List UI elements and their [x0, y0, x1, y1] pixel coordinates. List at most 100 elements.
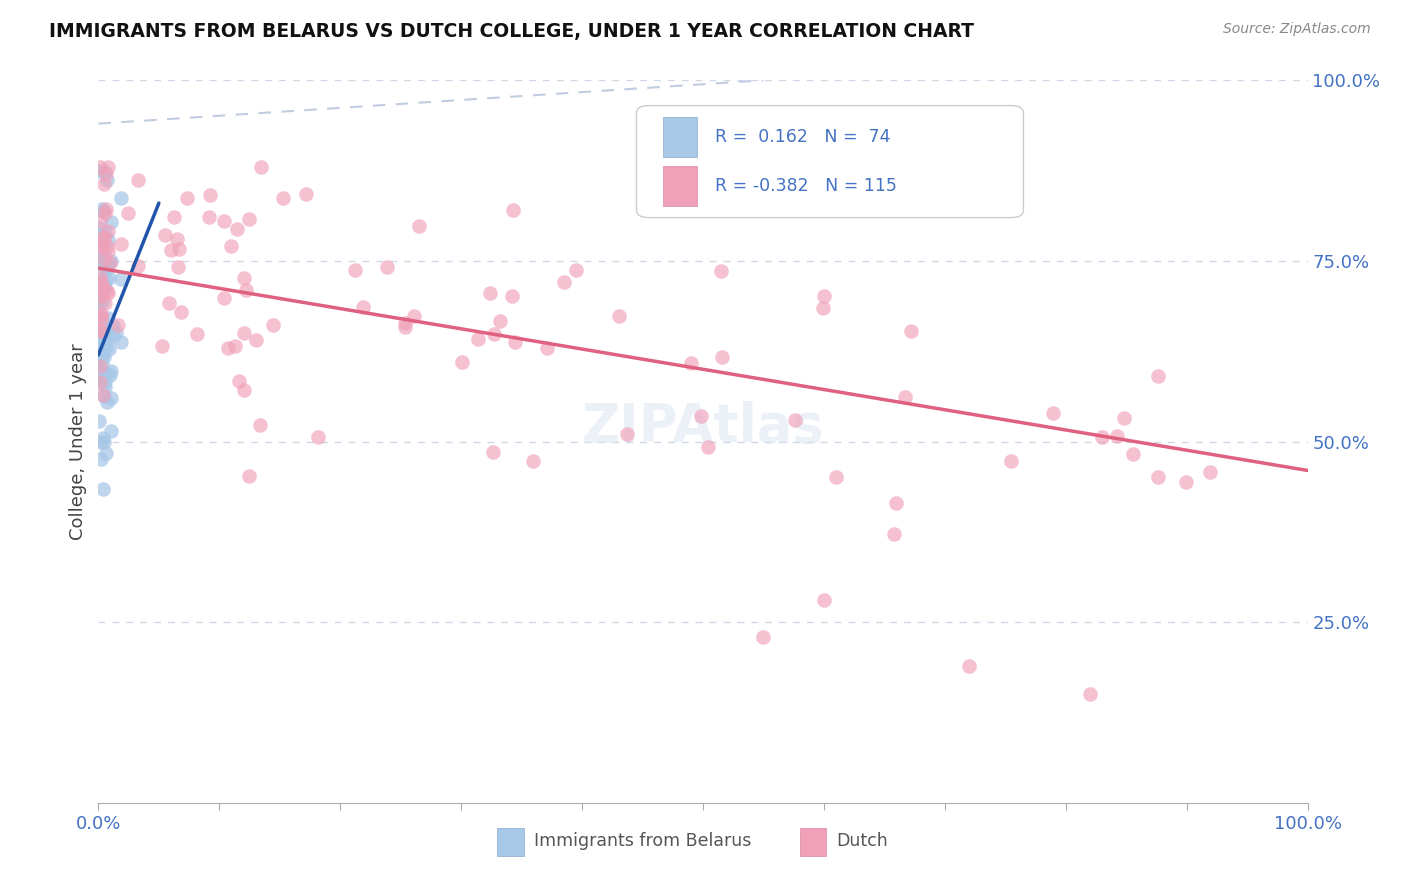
Point	[467, 332, 489, 346]
Point	[93, 280, 115, 294]
Point	[87, 413, 110, 427]
Point	[186, 326, 208, 341]
Point	[1078, 687, 1101, 701]
Text: ZIPAtlas: ZIPAtlas	[582, 401, 824, 453]
Point	[96, 239, 118, 253]
Point	[824, 470, 846, 484]
Point	[295, 187, 318, 202]
Point	[198, 211, 221, 225]
Point	[344, 262, 367, 277]
Point	[212, 291, 235, 305]
Point	[93, 177, 115, 191]
Point	[96, 172, 118, 186]
Point	[217, 341, 239, 355]
Point	[957, 658, 980, 673]
Point	[93, 262, 115, 277]
Point	[91, 229, 114, 244]
Point	[150, 339, 173, 353]
Point	[89, 308, 111, 322]
Point	[502, 202, 524, 217]
Point	[90, 238, 112, 252]
Bar	[664, 166, 697, 206]
Point	[100, 391, 122, 405]
Text: Source: ZipAtlas.com: Source: ZipAtlas.com	[1223, 22, 1371, 37]
Point	[110, 335, 132, 350]
Point	[90, 434, 112, 449]
Point	[710, 263, 733, 277]
Point	[813, 593, 835, 607]
Point	[235, 283, 257, 297]
Point	[96, 368, 118, 382]
Point	[89, 365, 111, 379]
Point	[307, 430, 329, 444]
Point	[813, 289, 835, 303]
Point	[1042, 406, 1064, 420]
Point	[107, 318, 129, 333]
Point	[97, 224, 120, 238]
Point	[89, 375, 111, 389]
Point	[93, 231, 115, 245]
Point	[103, 329, 125, 343]
Point	[96, 394, 118, 409]
Point	[98, 368, 121, 382]
Bar	[664, 118, 697, 157]
Point	[225, 222, 247, 236]
Point	[90, 343, 112, 357]
Point	[394, 316, 416, 330]
Point	[97, 342, 120, 356]
Point	[97, 244, 120, 258]
Point	[224, 339, 246, 353]
Point	[97, 233, 120, 247]
Point	[127, 172, 149, 186]
Point	[404, 310, 426, 324]
Point	[96, 260, 118, 275]
Point	[155, 228, 177, 243]
Point	[200, 187, 222, 202]
Point	[90, 278, 112, 293]
Point	[110, 271, 132, 285]
Point	[884, 496, 907, 510]
Point	[238, 211, 260, 226]
Bar	[498, 828, 524, 855]
Point	[238, 468, 260, 483]
Point	[167, 242, 190, 256]
Point	[505, 334, 527, 349]
Point	[711, 350, 734, 364]
Point	[117, 206, 139, 220]
Point	[91, 320, 114, 334]
Point	[157, 295, 180, 310]
Point	[93, 252, 115, 267]
Point	[91, 358, 114, 372]
Point	[93, 434, 115, 449]
Point	[94, 375, 117, 389]
Point	[89, 359, 111, 373]
Point	[89, 323, 111, 337]
Point	[1199, 465, 1222, 479]
Point	[96, 271, 118, 285]
Point	[900, 324, 922, 338]
Point	[451, 355, 474, 369]
Point	[90, 452, 112, 467]
Point	[883, 527, 905, 541]
Point	[752, 630, 775, 644]
Point	[785, 413, 807, 427]
Point	[1175, 475, 1198, 490]
Point	[87, 294, 110, 309]
Point	[1147, 368, 1170, 383]
Point	[94, 226, 117, 240]
Point	[89, 367, 111, 381]
Point	[127, 260, 149, 274]
Point	[160, 243, 183, 257]
Point	[97, 160, 120, 174]
Point	[90, 240, 112, 254]
Point	[167, 260, 190, 275]
Point	[482, 327, 505, 342]
Point	[228, 375, 250, 389]
Point	[96, 333, 118, 347]
Point	[91, 374, 114, 388]
Y-axis label: College, Under 1 year: College, Under 1 year	[69, 343, 87, 540]
Point	[87, 221, 110, 235]
Text: Immigrants from Belarus: Immigrants from Belarus	[534, 832, 751, 850]
Point	[91, 339, 114, 353]
Point	[87, 164, 110, 178]
